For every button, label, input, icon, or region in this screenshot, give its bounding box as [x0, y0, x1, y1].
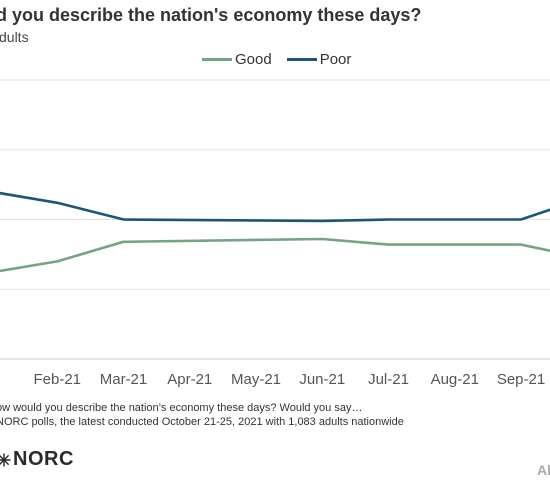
- legend-item-good: Good: [202, 51, 272, 68]
- x-tick-label: Apr-21: [167, 371, 212, 388]
- x-tick-label: Mar-21: [100, 371, 148, 388]
- x-tick-label: Jun-21: [299, 371, 345, 388]
- x-tick-label: Sep-21: [497, 371, 545, 388]
- chart-subtitle: dults: [0, 29, 29, 45]
- x-tick-label: Feb-21: [33, 371, 81, 388]
- series-line-poor: [0, 191, 550, 223]
- legend-item-poor: Poor: [286, 51, 352, 68]
- legend-swatch-poor: [286, 58, 317, 61]
- x-tick-label: Aug-21: [431, 371, 479, 388]
- norc-logo: NORC: [0, 448, 74, 471]
- line-chart: 21Feb-21Mar-21Apr-21May-21Jun-21Jul-21Au…: [0, 79, 550, 388]
- x-tick-label: Jul-21: [368, 371, 409, 388]
- chart-title: d you describe the nation's economy thes…: [0, 5, 422, 25]
- legend-label-good: Good: [235, 51, 272, 68]
- legend-label-poor: Poor: [319, 51, 352, 68]
- ap-logo-mark: Al: [537, 462, 550, 478]
- norc-logo-text: NORC: [13, 448, 74, 470]
- series-line-good: [0, 237, 550, 273]
- question-note: ow would you describe the nation’s econo…: [0, 402, 363, 414]
- legend: Good Poor: [202, 51, 366, 68]
- x-tick-label: May-21: [231, 371, 281, 388]
- legend-swatch-good: [202, 58, 232, 61]
- norc-logo-icon: [0, 452, 11, 467]
- source-note: NORC polls, the latest conducted October…: [0, 416, 404, 428]
